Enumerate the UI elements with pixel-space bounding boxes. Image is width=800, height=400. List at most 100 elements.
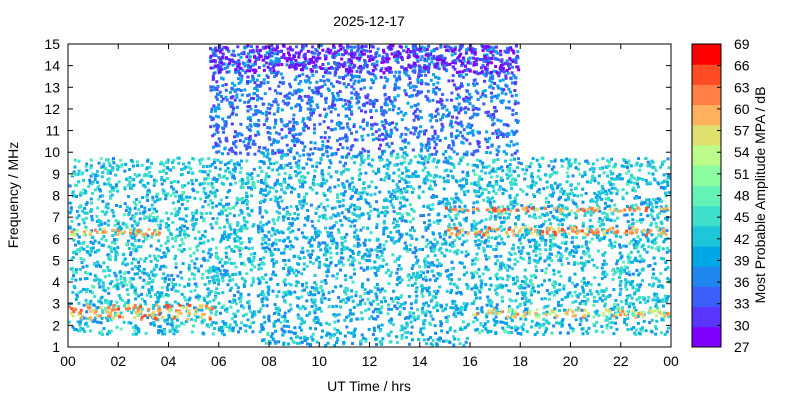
data-cell (156, 259, 159, 263)
data-cell (271, 337, 275, 341)
data-cell (131, 243, 135, 247)
data-cell (409, 105, 413, 109)
data-cell (349, 110, 353, 114)
data-cell (508, 56, 512, 60)
data-cell (429, 342, 433, 346)
data-cell (313, 281, 317, 285)
data-cell (164, 197, 168, 201)
data-cell (371, 132, 375, 136)
data-cell (322, 79, 326, 83)
data-cell (91, 291, 95, 295)
data-cell (382, 149, 386, 153)
data-cell (334, 285, 338, 289)
data-cell (452, 150, 456, 154)
data-cell (258, 211, 262, 215)
data-cell (247, 128, 251, 132)
data-cell (238, 248, 242, 252)
data-cell (272, 262, 276, 265)
data-cell (298, 51, 301, 55)
data-cell (299, 80, 303, 83)
data-cell (317, 241, 321, 245)
data-cell (153, 266, 157, 270)
data-cell (89, 272, 93, 276)
data-cell (474, 89, 478, 93)
data-cell (313, 169, 317, 173)
data-cell (260, 267, 263, 271)
data-cell (248, 59, 252, 63)
data-cell (274, 48, 278, 52)
data-cell (265, 110, 269, 114)
data-cell (213, 281, 216, 285)
data-cell (183, 285, 187, 289)
data-cell (411, 44, 415, 48)
data-cell (368, 214, 371, 218)
data-cell (364, 198, 368, 202)
data-cell (248, 145, 252, 149)
data-cell (352, 123, 356, 127)
data-cell (187, 165, 191, 169)
data-cell (294, 284, 298, 288)
data-cell (178, 244, 182, 248)
data-cell (293, 89, 297, 93)
data-cell (258, 145, 261, 149)
data-cell (213, 191, 217, 195)
data-cell (347, 258, 351, 262)
data-cell (201, 250, 205, 254)
data-cell (472, 70, 476, 74)
data-cell (420, 82, 423, 86)
data-cell (389, 271, 393, 275)
data-cell (487, 45, 491, 49)
data-cell (367, 307, 371, 311)
data-cell (369, 108, 373, 112)
data-cell (450, 98, 453, 102)
data-cell (273, 232, 277, 236)
data-cell (304, 63, 307, 67)
data-cell (168, 167, 171, 171)
data-cell (335, 80, 339, 84)
data-cell (295, 296, 299, 299)
data-cell (190, 259, 194, 263)
data-cell (223, 163, 227, 167)
data-cell (79, 246, 83, 250)
plot-area (68, 44, 671, 347)
data-cell (161, 169, 165, 173)
data-cell (273, 199, 277, 203)
data-cell (315, 191, 319, 195)
data-cell (179, 226, 182, 230)
data-cell (97, 161, 101, 165)
data-cell (305, 162, 309, 166)
data-cell (268, 157, 272, 161)
data-cell (391, 299, 395, 303)
data-cell (227, 57, 231, 61)
data-cell (389, 200, 393, 203)
data-cell (369, 86, 373, 90)
data-cell (101, 171, 105, 175)
data-cell (307, 62, 311, 65)
data-cell (183, 229, 187, 233)
data-cell (473, 52, 477, 56)
data-cell (230, 249, 234, 253)
data-cell (361, 298, 365, 302)
data-cell (504, 83, 508, 87)
data-cell (140, 297, 144, 301)
data-cell (344, 107, 348, 111)
data-cell (322, 120, 326, 124)
data-cell (423, 57, 427, 61)
data-cell (375, 226, 379, 229)
data-cell (221, 55, 225, 59)
data-cell (208, 59, 212, 63)
data-cell (429, 52, 433, 56)
data-cell (309, 111, 313, 115)
data-cell (127, 321, 131, 325)
data-cell (225, 255, 229, 259)
data-cell (433, 237, 437, 241)
data-cell (280, 56, 284, 59)
data-cell (424, 245, 428, 249)
data-cell (193, 288, 197, 292)
data-cell (440, 329, 444, 333)
data-cell (453, 52, 457, 56)
data-cell (264, 241, 268, 245)
data-cell (257, 267, 261, 271)
data-cell (262, 123, 266, 127)
data-cell (483, 94, 487, 97)
